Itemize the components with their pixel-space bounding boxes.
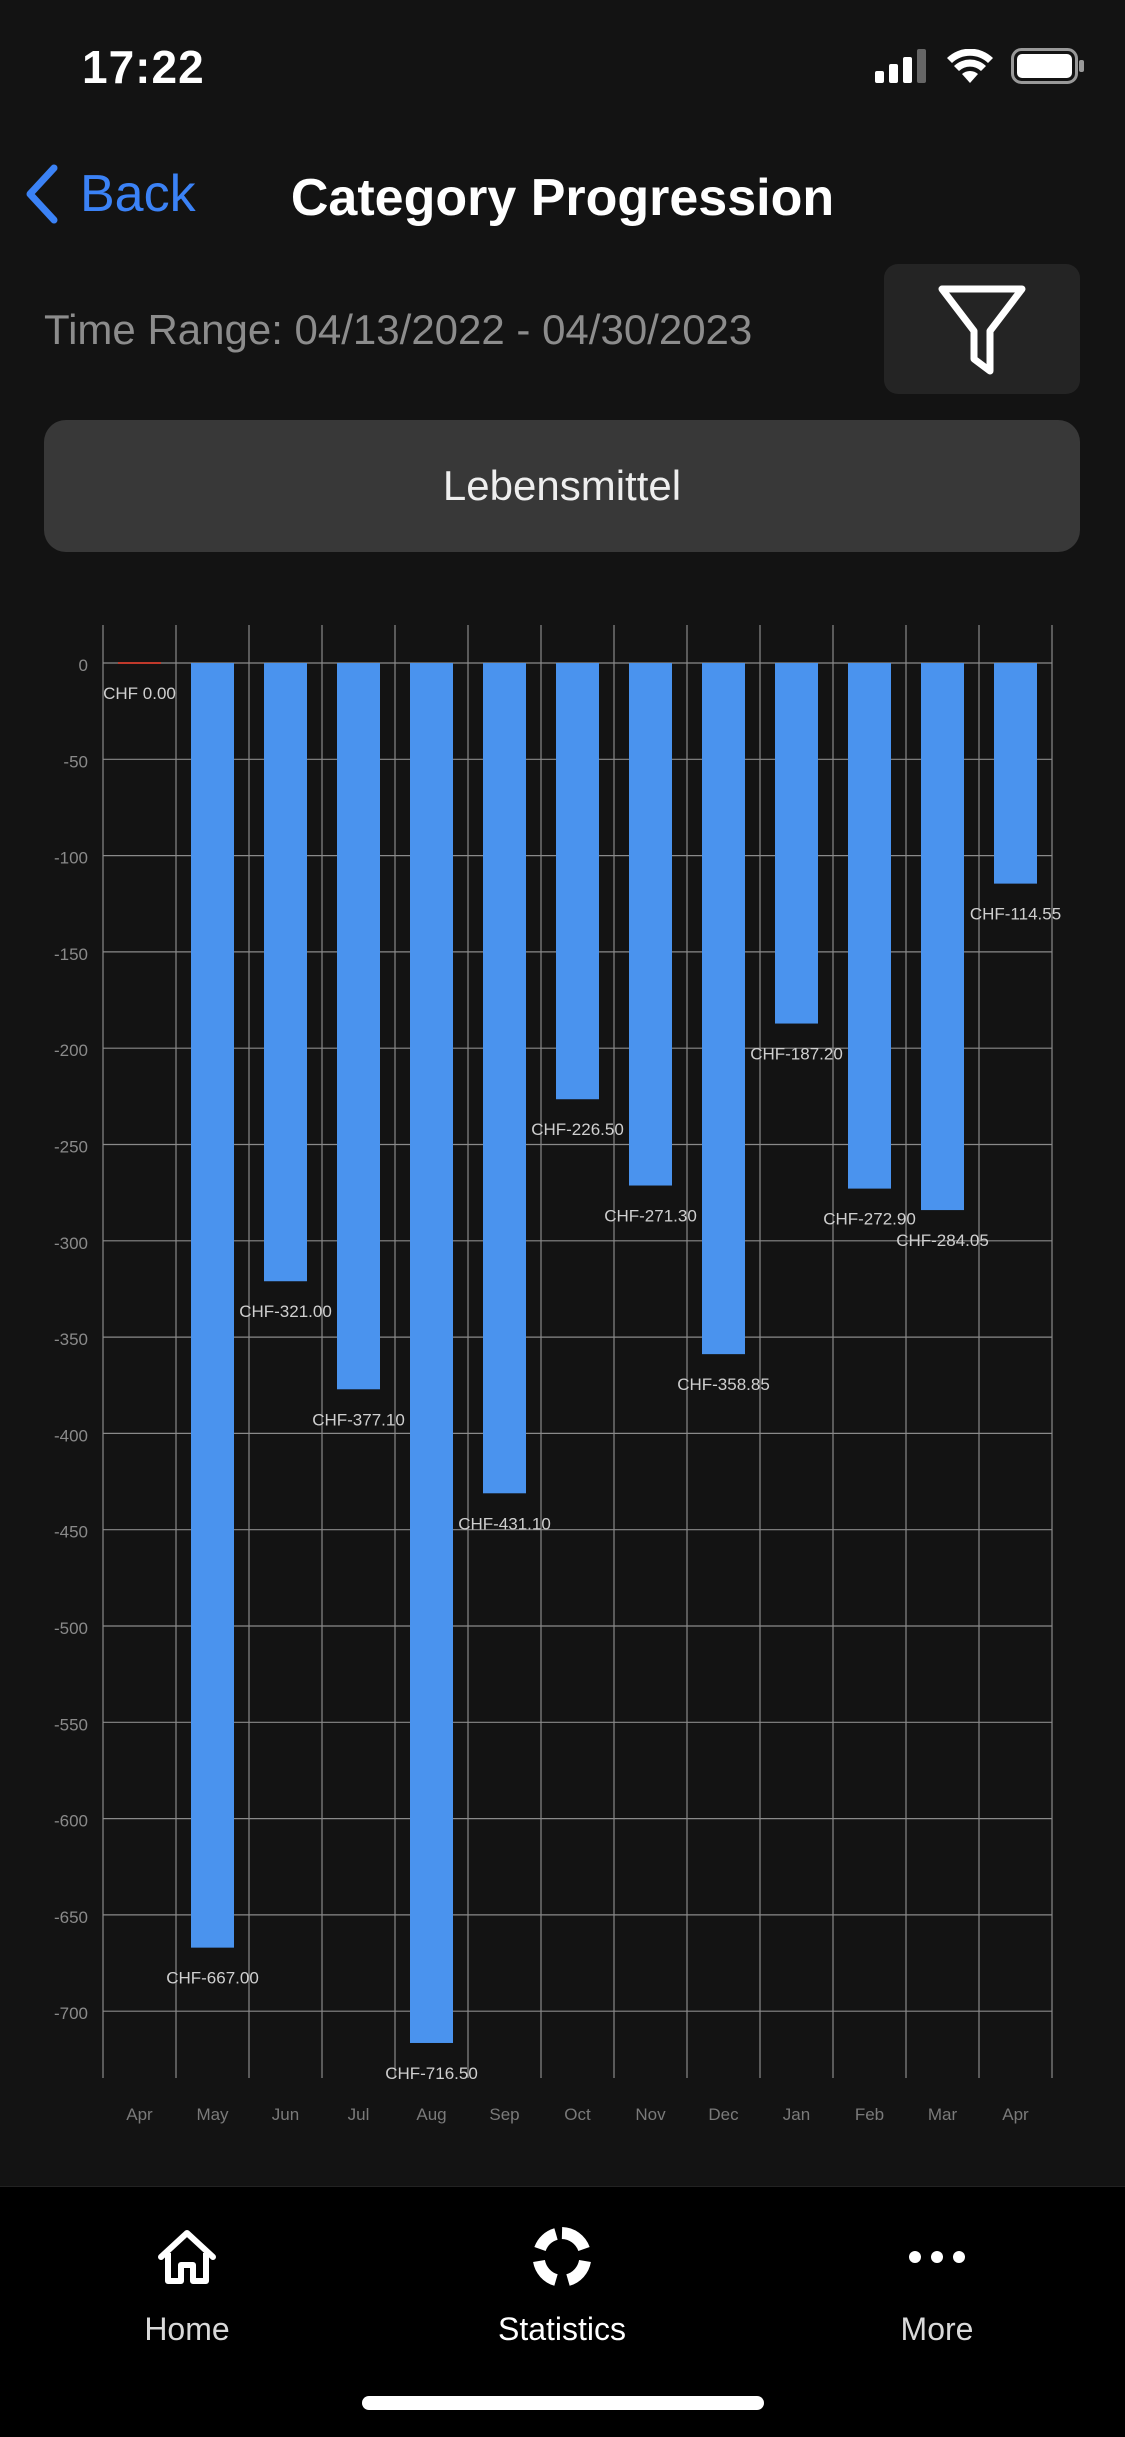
x-tick-label: Apr — [126, 2105, 153, 2124]
navigation-bar: Category Progression Back — [0, 150, 1125, 250]
home-icon — [158, 2230, 216, 2284]
tab-home[interactable]: Home — [57, 2217, 317, 2348]
x-tick-label: May — [196, 2105, 229, 2124]
tab-more-label: More — [900, 2311, 974, 2347]
y-tick-label: -200 — [54, 1041, 88, 1060]
bar-value-label: CHF-187.20 — [750, 1045, 843, 1064]
bar-value-label: CHF 0.00 — [103, 684, 176, 703]
y-tick-label: -150 — [54, 945, 88, 964]
tab-home-label: Home — [144, 2311, 230, 2347]
bar-value-label: CHF-321.00 — [239, 1302, 332, 1321]
x-tick-label: Oct — [564, 2105, 591, 2124]
tab-more[interactable]: More — [807, 2217, 1067, 2348]
time-range-text: Time Range: 04/13/2022 - 04/30/2023 — [44, 306, 753, 353]
bar-value-label: CHF-667.00 — [166, 1969, 259, 1988]
bar — [337, 663, 380, 1390]
filter-icon — [938, 285, 1026, 375]
time-range-row: Time Range: 04/13/2022 - 04/30/2023 — [44, 264, 1080, 396]
x-tick-label: Jan — [783, 2105, 810, 2124]
y-tick-label: -600 — [54, 1812, 88, 1831]
bar-value-label: CHF-114.55 — [970, 905, 1061, 924]
page-title: Category Progression — [0, 168, 1125, 228]
battery-icon — [1011, 48, 1084, 84]
bar-value-label: CHF-226.50 — [531, 1120, 624, 1139]
bar — [191, 663, 234, 1948]
bar — [848, 663, 891, 1189]
category-selector[interactable]: Lebensmittel — [44, 420, 1080, 552]
x-tick-label: Aug — [416, 2105, 446, 2124]
filter-button[interactable] — [884, 264, 1080, 394]
x-tick-label: Mar — [928, 2105, 958, 2124]
bar-value-label: CHF-716.50 — [385, 2064, 478, 2083]
y-tick-label: -100 — [54, 849, 88, 868]
x-tick-label: Jun — [272, 2105, 299, 2124]
bar-value-label: CHF-431.10 — [458, 1514, 551, 1533]
y-tick-label: -350 — [54, 1330, 88, 1349]
bar — [483, 663, 526, 1494]
x-tick-label: Dec — [708, 2105, 739, 2124]
back-button[interactable]: Back — [24, 164, 196, 224]
page-title-text: Category Progression — [290, 169, 835, 227]
x-tick-label: Feb — [855, 2105, 884, 2124]
y-tick-label: -300 — [54, 1234, 88, 1253]
bar-chart: 0 -50 -100 -150 -200 -250 -300 -350 -400 -450 -500… — [54, 625, 1061, 2124]
home-indicator — [362, 2396, 764, 2410]
y-tick-label: -50 — [63, 752, 88, 771]
x-tick-label: Nov — [635, 2105, 666, 2124]
more-icon — [909, 2251, 965, 2263]
bar — [629, 663, 672, 1186]
bar — [556, 663, 599, 1100]
wifi-icon — [947, 49, 993, 83]
y-tick-label: -400 — [54, 1426, 88, 1445]
tab-statistics-label: Statistics — [497, 2311, 627, 2347]
x-tick-label: Sep — [489, 2105, 519, 2124]
bar-value-label: CHF-272.90 — [823, 1210, 916, 1229]
y-tick-label: 0 — [79, 656, 88, 675]
bar — [921, 663, 964, 1211]
bar-value-label: CHF-271.30 — [604, 1207, 697, 1226]
x-tick-label: Apr — [1002, 2105, 1029, 2124]
x-tick-label: Jul — [348, 2105, 370, 2124]
tab-bar: Home Statistics More — [0, 2186, 1125, 2437]
y-tick-label: -550 — [54, 1715, 88, 1734]
bar — [775, 663, 818, 1024]
cellular-signal-icon — [875, 49, 926, 83]
status-bar: 17:22 — [0, 0, 1125, 140]
bar — [994, 663, 1037, 884]
tab-statistics[interactable]: Statistics — [432, 2217, 692, 2348]
bar-value-label: CHF-377.10 — [312, 1410, 405, 1429]
y-tick-label: -650 — [54, 1908, 88, 1927]
y-tick-label: -700 — [54, 2004, 88, 2023]
bar-value-label: CHF-284.05 — [896, 1231, 989, 1250]
status-icons — [875, 48, 1085, 84]
bar-value-label: CHF-358.85 — [677, 1375, 770, 1394]
chevron-left-icon — [26, 164, 58, 224]
category-label: Lebensmittel — [442, 462, 682, 509]
back-button-label: Back — [80, 165, 196, 223]
status-time: 17:22 — [82, 41, 205, 93]
y-tick-label: -450 — [54, 1523, 88, 1542]
y-tick-label: -500 — [54, 1619, 88, 1638]
bar — [264, 663, 307, 1282]
bar — [702, 663, 745, 1355]
y-tick-label: -250 — [54, 1138, 88, 1157]
statistics-icon — [533, 2227, 591, 2286]
bar — [410, 663, 453, 2043]
